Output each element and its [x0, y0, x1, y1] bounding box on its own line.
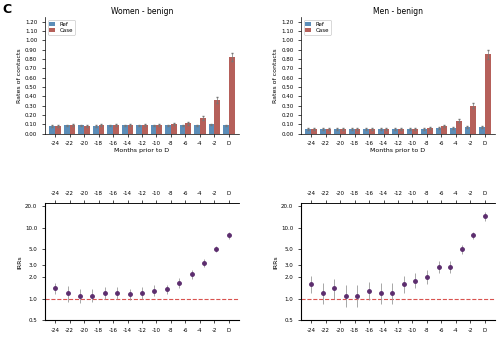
X-axis label: Months prior to D: Months prior to D: [370, 148, 426, 153]
Bar: [180, 125, 186, 133]
Bar: [384, 129, 390, 133]
Bar: [427, 128, 433, 133]
Bar: [456, 121, 462, 133]
Bar: [200, 118, 205, 133]
Bar: [208, 124, 214, 133]
Bar: [436, 128, 442, 133]
Bar: [442, 126, 447, 133]
Bar: [186, 123, 191, 133]
Bar: [55, 126, 61, 133]
Bar: [150, 125, 156, 133]
Bar: [369, 129, 375, 133]
Bar: [113, 125, 119, 133]
Bar: [450, 128, 456, 133]
Bar: [98, 125, 104, 133]
Bar: [421, 129, 427, 133]
Bar: [171, 124, 176, 133]
Bar: [406, 129, 412, 133]
Bar: [214, 100, 220, 133]
Bar: [479, 127, 485, 133]
Bar: [306, 129, 311, 133]
Bar: [93, 126, 98, 133]
Bar: [364, 129, 369, 133]
Bar: [223, 125, 229, 133]
Bar: [50, 126, 55, 133]
Y-axis label: Rates of contacts: Rates of contacts: [18, 48, 22, 103]
Text: C: C: [2, 3, 12, 17]
Bar: [349, 129, 354, 133]
Bar: [70, 125, 75, 133]
Bar: [320, 129, 326, 133]
Bar: [311, 129, 317, 133]
Bar: [334, 129, 340, 133]
Bar: [398, 129, 404, 133]
Bar: [64, 125, 70, 133]
Bar: [392, 129, 398, 133]
Bar: [229, 57, 234, 133]
Bar: [340, 129, 346, 133]
Legend: Ref, Case: Ref, Case: [48, 20, 74, 34]
Bar: [128, 125, 134, 133]
Title: Women - benign: Women - benign: [111, 8, 173, 17]
Bar: [107, 125, 113, 133]
Bar: [194, 125, 200, 133]
Bar: [165, 125, 171, 133]
Bar: [412, 129, 418, 133]
Y-axis label: IRRs: IRRs: [274, 255, 278, 269]
Bar: [464, 127, 470, 133]
X-axis label: Months prior to D: Months prior to D: [114, 148, 170, 153]
Title: Men - benign: Men - benign: [373, 8, 423, 17]
Bar: [84, 126, 90, 133]
Bar: [326, 129, 332, 133]
Bar: [78, 125, 84, 133]
Bar: [378, 129, 384, 133]
Bar: [354, 129, 360, 133]
Legend: Ref, Case: Ref, Case: [304, 20, 330, 34]
Y-axis label: Rates of contacts: Rates of contacts: [274, 48, 278, 103]
Bar: [122, 125, 128, 133]
Bar: [136, 125, 142, 133]
Bar: [470, 106, 476, 133]
Bar: [485, 54, 490, 133]
Bar: [142, 125, 148, 133]
Y-axis label: IRRs: IRRs: [18, 255, 22, 269]
Bar: [156, 125, 162, 133]
